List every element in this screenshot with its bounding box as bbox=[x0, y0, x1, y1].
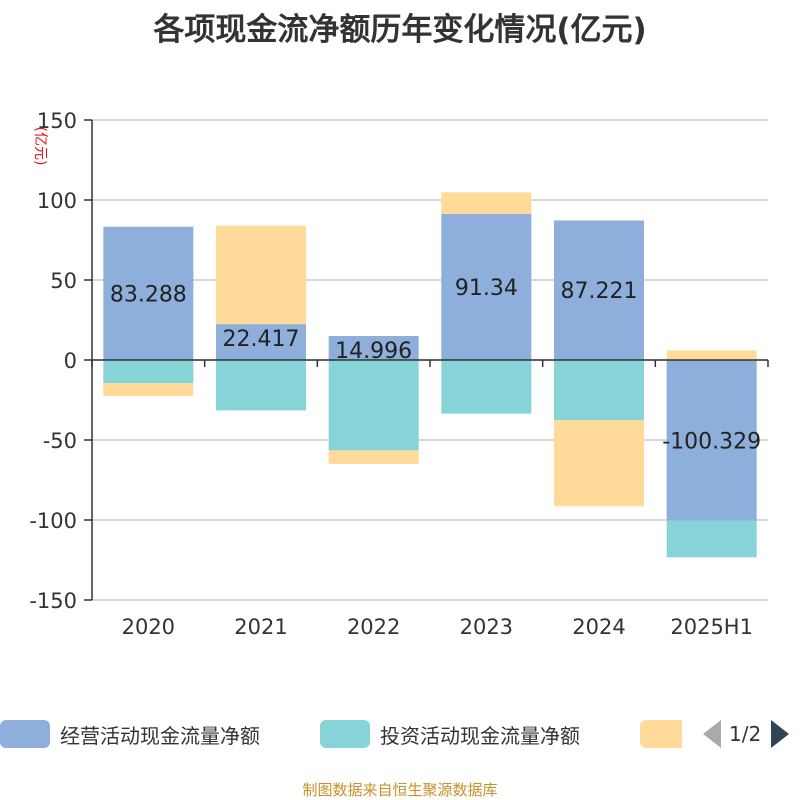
axes: 150 100 50 0 -50 -100 -150 2020 2021 2022 2023 2024… bbox=[29, 109, 769, 639]
bar-series0-2024[interactable] bbox=[554, 220, 644, 360]
y-tick-label-6: -150 bbox=[29, 589, 77, 613]
x-tick-label-2020: 2020 bbox=[122, 615, 175, 639]
chart-title: 各项现金流净额历年变化情况(亿元) bbox=[153, 12, 647, 48]
legend: 经营活动现金流量净额 投资活动现金流量净额 1/2 bbox=[0, 717, 800, 751]
legend-page-indicator: 1/2 bbox=[729, 722, 762, 746]
data-labels: 83.288 22.417 14.996 91.34 87.221 -100.329 bbox=[110, 276, 761, 454]
y-tick-label-5: -100 bbox=[29, 509, 77, 533]
legend-next-page-icon[interactable] bbox=[771, 720, 790, 748]
y-tick-label-3: 0 bbox=[64, 349, 77, 373]
legend-pager: 1/2 bbox=[703, 717, 790, 751]
x-tick-label-2024: 2024 bbox=[572, 615, 625, 639]
data-label-2022: 14.996 bbox=[335, 339, 412, 364]
bar-series0-2023[interactable] bbox=[441, 213, 532, 360]
bar-series2-2023[interactable] bbox=[441, 192, 532, 214]
legend-item-third[interactable] bbox=[640, 717, 692, 751]
bar-series2-2024[interactable] bbox=[554, 420, 644, 507]
legend-item-operating[interactable]: 经营活动现金流量净额 bbox=[0, 717, 260, 751]
bar-series2-2025H1[interactable] bbox=[666, 350, 757, 360]
bar-series2-2021[interactable] bbox=[216, 225, 306, 325]
bar-series1-2022[interactable] bbox=[328, 360, 419, 451]
x-tick-label-2022: 2022 bbox=[347, 615, 400, 639]
bar-series2-2020[interactable] bbox=[103, 383, 194, 396]
legend-swatch-investing bbox=[320, 720, 370, 748]
bar-series1-2024[interactable] bbox=[554, 360, 644, 420]
x-tick-label-2025H1: 2025H1 bbox=[670, 615, 753, 639]
legend-label-investing: 投资活动现金流量净额 bbox=[380, 723, 580, 748]
data-label-2023: 91.34 bbox=[455, 276, 518, 301]
bar-series1-2023[interactable] bbox=[441, 360, 532, 414]
bars bbox=[103, 192, 757, 558]
bar-series1-2020[interactable] bbox=[103, 360, 194, 384]
y-tick-label-2: 50 bbox=[50, 269, 77, 293]
y-axis-unit: (亿元) bbox=[32, 127, 48, 166]
x-tick-label-2023: 2023 bbox=[460, 615, 513, 639]
legend-item-investing[interactable]: 投资活动现金流量净额 bbox=[320, 717, 580, 751]
data-source-note: 制图数据来自恒生聚源数据库 bbox=[302, 781, 498, 799]
y-tick-label-1: 100 bbox=[37, 189, 77, 213]
bar-series0-2020[interactable] bbox=[103, 226, 194, 360]
bar-series0-2025H1[interactable] bbox=[666, 360, 757, 521]
data-label-2020: 83.288 bbox=[110, 282, 187, 307]
bar-series2-2022[interactable] bbox=[328, 450, 419, 464]
bar-series1-2021[interactable] bbox=[216, 360, 306, 411]
y-tick-label-0: 150 bbox=[37, 109, 77, 133]
bar-series0-2022[interactable] bbox=[328, 336, 419, 360]
legend-label-operating: 经营活动现金流量净额 bbox=[60, 723, 260, 748]
data-label-2024: 87.221 bbox=[561, 279, 638, 304]
y-tick-label-4: -50 bbox=[43, 429, 77, 453]
data-label-2025H1: -100.329 bbox=[662, 429, 761, 454]
data-label-2021: 22.417 bbox=[223, 327, 300, 352]
bar-series1-2025H1[interactable] bbox=[666, 520, 757, 558]
x-tick-label-2021: 2021 bbox=[234, 615, 287, 639]
legend-swatch-third bbox=[640, 720, 682, 748]
bar-series0-2021[interactable] bbox=[216, 324, 306, 360]
legend-swatch-operating bbox=[0, 720, 50, 748]
legend-prev-page-icon[interactable] bbox=[703, 720, 721, 748]
